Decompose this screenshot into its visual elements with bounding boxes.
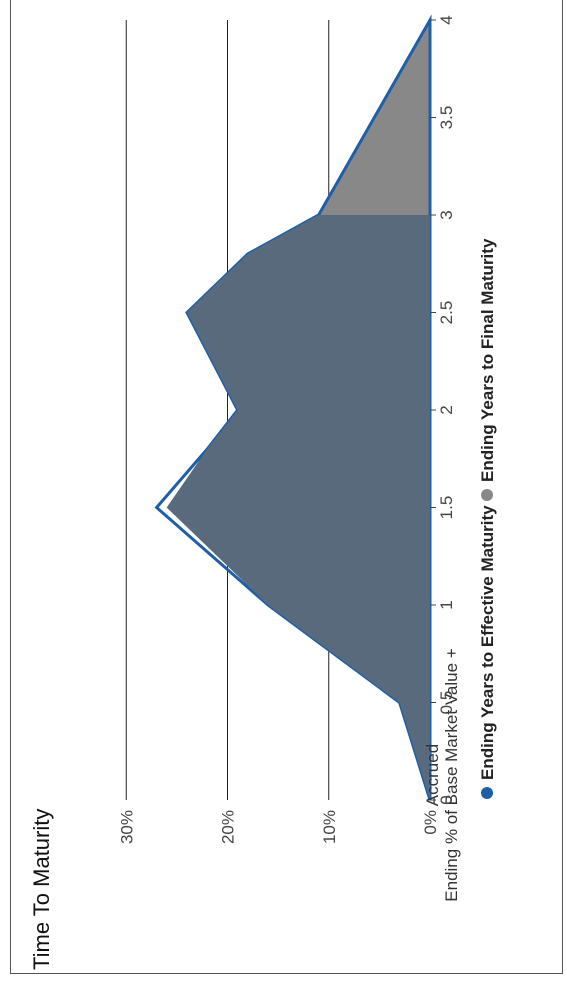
legend-label-effective: Ending Years to Effective Maturity xyxy=(478,505,497,780)
area-overlap xyxy=(166,215,430,800)
y-tick-labels: 0% 10% 20% 30% xyxy=(117,810,440,844)
x-tick-label: 3 xyxy=(437,210,456,219)
y-tick-label: 30% xyxy=(117,810,136,844)
y-axis-title-line-2: Accrued xyxy=(423,744,442,806)
y-tick-label: 10% xyxy=(320,810,339,844)
x-tick-label: 1 xyxy=(437,600,456,609)
x-tick-label: 0.5 xyxy=(437,691,456,715)
x-tick-label: 3.5 xyxy=(437,106,456,130)
x-tick-label: 4 xyxy=(437,15,456,24)
x-tick-label: 2.5 xyxy=(437,301,456,325)
area-series xyxy=(154,14,432,801)
x-tick-label: 0 xyxy=(437,795,456,804)
x-tick-labels: 0 0.5 1 1.5 2 2.5 3 3.5 4 xyxy=(430,15,456,805)
legend: Ending Years to Effective Maturity Endin… xyxy=(478,238,497,799)
legend-marker-effective xyxy=(481,787,493,799)
x-tick-label: 1.5 xyxy=(437,496,456,520)
legend-label-final: Ending Years to Final Maturity xyxy=(478,238,497,482)
y-tick-label: 20% xyxy=(219,810,238,844)
x-tick-label: 2 xyxy=(437,405,456,414)
chart-title: Time To Maturity xyxy=(29,809,54,970)
legend-marker-final xyxy=(481,489,493,501)
y-tick-label: 0% xyxy=(421,810,440,835)
y-axis-title-line-1: Ending % of Base Market Value + xyxy=(442,648,461,901)
